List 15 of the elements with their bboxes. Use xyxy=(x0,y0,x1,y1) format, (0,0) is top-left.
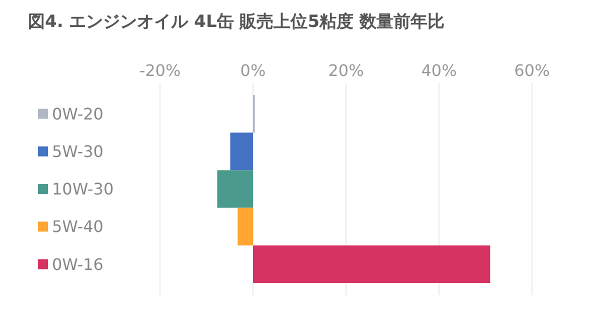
bar xyxy=(238,208,253,246)
y-tick-label: 0W-16 xyxy=(52,254,104,274)
x-tick-label: 60% xyxy=(514,61,550,80)
x-tick-label: 20% xyxy=(328,61,364,80)
y-tick-label: 0W-20 xyxy=(52,104,104,124)
x-tick-label: 40% xyxy=(421,61,457,80)
bar xyxy=(217,170,253,208)
y-tick-label: 10W-30 xyxy=(52,180,114,199)
bar xyxy=(230,132,253,170)
bar xyxy=(253,245,490,283)
x-tick-label: -20% xyxy=(139,61,181,80)
y-tick-label: 5W-30 xyxy=(52,142,104,161)
chart-title: 図4. エンジンオイル 4L缶 販売上位5粘度 数量前年比 xyxy=(28,12,444,32)
y-tick-label: 5W-40 xyxy=(52,217,104,236)
x-tick-label: 0% xyxy=(240,61,266,80)
